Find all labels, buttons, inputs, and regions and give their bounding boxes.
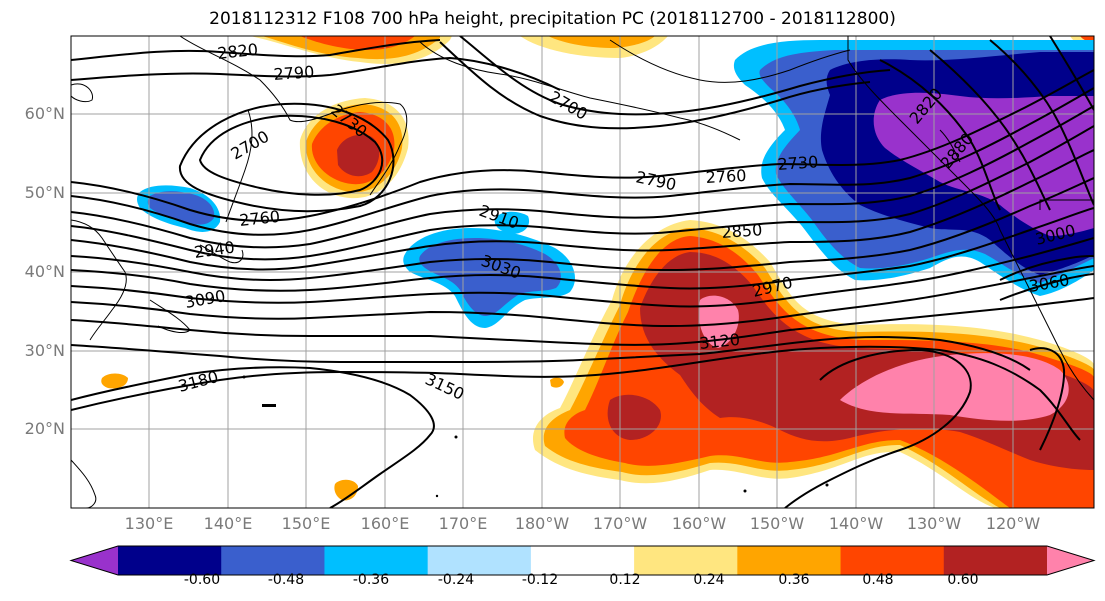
contour-label: 2820 — [216, 40, 258, 63]
contour-label: 2760 — [705, 166, 747, 187]
lon-label-130e: 130°E — [124, 514, 174, 533]
colorbar-swatch — [427, 546, 532, 575]
colorbar-tick: -0.36 — [352, 572, 390, 588]
precip-positive-shading — [101, 36, 1094, 508]
colorbar-tick: 0.12 — [609, 572, 641, 588]
lat-label-20n: 20°N — [24, 419, 65, 438]
colorbar-swatch — [324, 546, 429, 575]
colorbar-swatch — [737, 546, 842, 575]
colorbar-tick: -0.12 — [521, 572, 559, 588]
lon-label-150e: 150°E — [281, 514, 331, 533]
colorbar-tick: 0.24 — [693, 572, 725, 588]
colorbar-swatch — [530, 546, 635, 575]
colorbar-outline — [69, 545, 1096, 576]
map-frame — [70, 35, 1095, 509]
map-panel: 2820 2790 2730 2700 2700 2760 2940 3090 … — [71, 36, 1094, 508]
contour-label: 2790 — [273, 62, 315, 84]
colorbar-swatch — [840, 546, 945, 575]
colorbar-extend-max — [1047, 546, 1094, 575]
lon-label-160e: 160°E — [360, 514, 410, 533]
lon-label-150w: 150°W — [749, 514, 805, 533]
contour-label: 3120 — [698, 330, 740, 353]
lon-label-140e: 140°E — [203, 514, 253, 533]
colorbar-tick: 0.36 — [778, 572, 810, 588]
lon-label-140w: 140°W — [828, 514, 884, 533]
colorbar-extend-min — [71, 546, 118, 575]
lat-label-40n: 40°N — [24, 262, 65, 281]
contour-label: 2730 — [777, 152, 819, 174]
colorbar-swatch — [634, 546, 738, 575]
colorbar-tick: -0.24 — [437, 572, 475, 588]
colorbar — [69, 545, 1096, 576]
lon-label-170w: 170°W — [592, 514, 648, 533]
colorbar-swatch — [943, 546, 1048, 575]
lat-label-30n: 30°N — [24, 341, 65, 360]
lat-label-60n: 60°N — [24, 104, 65, 123]
colorbar-swatch — [221, 546, 325, 575]
contour-label: 2760 — [238, 207, 280, 230]
map-title: 2018112312 F108 700 hPa height, precipit… — [209, 9, 896, 29]
height-contours — [71, 36, 1094, 508]
colorbar-swatch — [118, 546, 222, 575]
colorbar-tick: -0.60 — [183, 572, 221, 588]
colorbar-tick: 0.60 — [947, 572, 979, 588]
lat-label-50n: 50°N — [24, 183, 65, 202]
lon-label-120w: 120°W — [985, 514, 1041, 533]
colorbar-tick: 0.48 — [862, 572, 894, 588]
precip-negative-shading — [137, 40, 1094, 328]
lon-label-170e: 170°E — [438, 514, 488, 533]
lon-label-130w: 130°W — [906, 514, 962, 533]
lon-label-160w: 160°W — [671, 514, 727, 533]
colorbar-tick: -0.48 — [267, 572, 305, 588]
lon-label-180w: 180°W — [514, 514, 570, 533]
contour-label: 2850 — [721, 220, 763, 242]
